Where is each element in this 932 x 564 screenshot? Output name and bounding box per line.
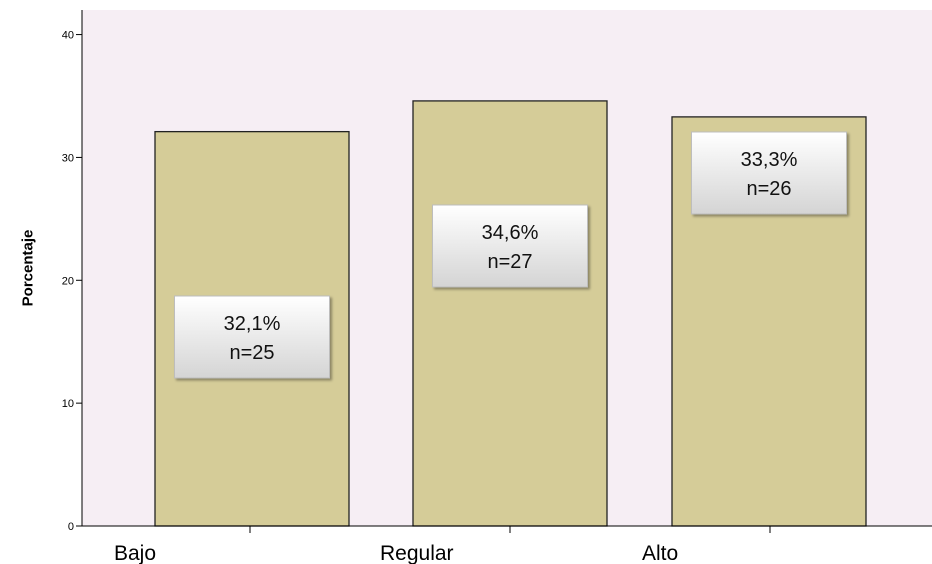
data-label-count: n=26 <box>746 178 791 200</box>
y-tick-label-40: 40 <box>62 30 74 42</box>
data-label-count: n=27 <box>487 251 532 273</box>
x-tick-label-regular: Regular <box>380 542 454 564</box>
data-label-box <box>691 131 847 215</box>
y-tick-label-20: 20 <box>62 275 74 287</box>
data-label-count: n=25 <box>229 342 274 364</box>
data-label-percent: 33,3% <box>741 149 798 171</box>
data-label-box <box>174 295 330 379</box>
y-tick-label-0: 0 <box>68 521 74 533</box>
y-tick-label-30: 30 <box>62 152 74 164</box>
data-label-bajo: 32,1% n=25 <box>174 295 330 379</box>
data-label-percent: 32,1% <box>224 313 281 335</box>
data-label-regular: 34,6% n=27 <box>432 204 588 288</box>
data-label-alto: 33,3% n=26 <box>691 131 847 215</box>
x-tick-label-alto: Alto <box>642 542 678 564</box>
x-tick-label-bajo: Bajo <box>114 542 156 564</box>
bar-regular <box>412 100 608 527</box>
data-label-percent: 34,6% <box>482 222 539 244</box>
data-label-box <box>432 204 588 288</box>
y-tick-label-10: 10 <box>62 398 74 410</box>
